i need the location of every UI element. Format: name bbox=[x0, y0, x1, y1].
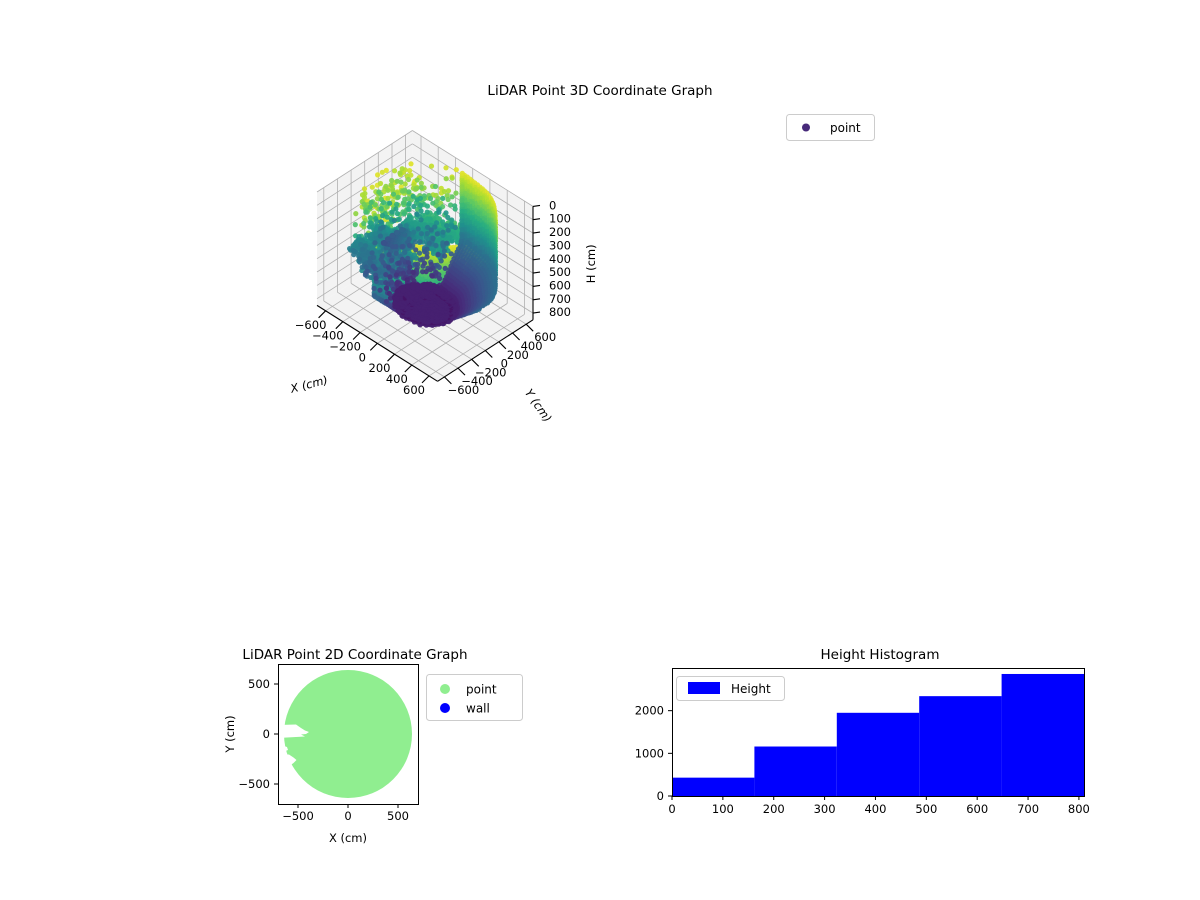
histogram-bar bbox=[1001, 673, 1084, 796]
plot3d-title-wrap: LiDAR Point 3D Coordinate Graph bbox=[0, 80, 1200, 99]
plot2d-legend[interactable]: point wall bbox=[426, 674, 524, 722]
legend-box bbox=[786, 114, 875, 141]
plot3d-title: LiDAR Point 3D Coordinate Graph bbox=[487, 83, 713, 99]
legend-marker-wall bbox=[440, 703, 450, 713]
histogram-bar bbox=[754, 746, 837, 796]
legend-label-point: point bbox=[466, 683, 497, 697]
histogram-legend[interactable]: Height bbox=[676, 676, 786, 702]
plot2d-title: LiDAR Point 2D Coordinate Graph bbox=[242, 647, 468, 663]
histogram-title-wrap: Height Histogram bbox=[660, 644, 1100, 663]
histogram-bar bbox=[672, 777, 755, 796]
legend-patch-height bbox=[688, 682, 720, 694]
legend-label-wall: wall bbox=[466, 702, 490, 716]
legend-label-height: Height bbox=[731, 682, 771, 696]
legend-label-point: point bbox=[830, 121, 861, 135]
legend-box bbox=[426, 674, 523, 721]
histogram-title: Height Histogram bbox=[820, 647, 940, 663]
plot2d-title-wrap: LiDAR Point 2D Coordinate Graph bbox=[190, 644, 520, 663]
histogram-bar bbox=[919, 696, 1002, 796]
legend-marker-point bbox=[440, 684, 450, 694]
legend-marker-point bbox=[802, 123, 810, 132]
plot3d-legend[interactable]: point bbox=[786, 114, 876, 142]
histogram-bar bbox=[836, 712, 920, 796]
